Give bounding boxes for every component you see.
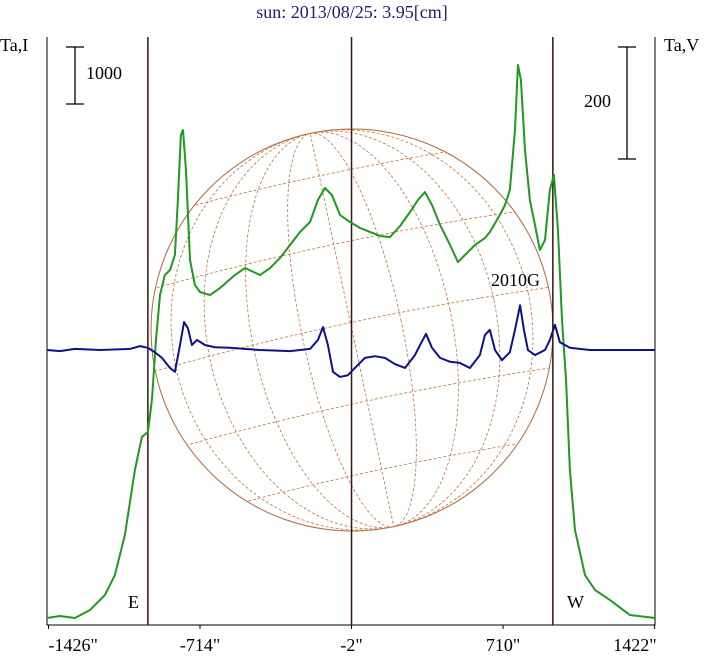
annotation: 2010G [491,270,540,290]
annotation: E [128,592,139,612]
meridian [170,129,534,531]
chart-title: sun: 2013/08/25: 3.95[cm] [256,2,448,22]
x-tick-label: 1422" [613,635,656,655]
scale-bar-label: 1000 [86,63,122,83]
series-line [46,63,656,619]
x-tick-label: -1426" [48,635,97,655]
series-line [46,304,655,378]
x-tick-label: -714" [180,635,220,655]
x-tick-label: -2" [340,635,362,655]
parallel [127,207,543,297]
scale-bar-label: 200 [584,91,611,111]
annotation: W [567,592,584,612]
y-axis-label: Ta,I [0,35,28,55]
meridian [203,130,501,530]
x-tick-label: 710" [486,635,520,655]
y2-axis-label: Ta,V [664,35,699,55]
parallel [144,285,560,375]
parallel [161,363,577,453]
